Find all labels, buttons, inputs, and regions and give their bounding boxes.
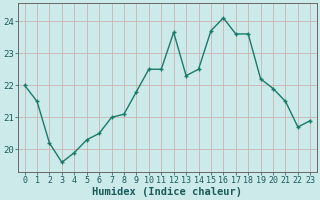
X-axis label: Humidex (Indice chaleur): Humidex (Indice chaleur): [92, 186, 243, 197]
